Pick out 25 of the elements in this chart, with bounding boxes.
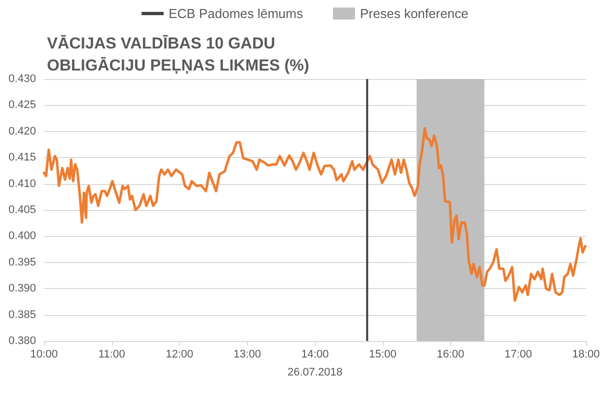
x-tick-label: 13:00 [233, 348, 262, 360]
chart-title: VĀCIJAS VALDĪBAS 10 GADU OBLIGĀCIJU PEĻŅAS LIKMES (%) [47, 34, 310, 74]
y-tick-label: 0.430 [8, 73, 36, 85]
x-tick-label: 16:00 [436, 348, 464, 360]
y-tick-label: 0.395 [8, 256, 36, 268]
x-tick-label: 11:00 [98, 348, 126, 360]
y-tick-label: 0.405 [8, 204, 36, 216]
y-tick-label: 0.415 [8, 152, 36, 164]
y-tick-label: 0.380 [8, 335, 36, 347]
x-tick-label: 12:00 [166, 348, 194, 360]
line-series [42, 127, 587, 302]
y-tick-label: 0.410 [8, 178, 36, 190]
y-tick-label: 0.425 [8, 99, 36, 112]
legend-label: ECB Padomes lēmums [168, 6, 304, 21]
x-tick-label: 10:00 [30, 348, 58, 360]
x-tick-label: 17:00 [504, 348, 532, 360]
legend-label: Preses konference [360, 6, 468, 21]
x-tick-label: 18:00 [572, 348, 600, 360]
y-tick-label: 0.420 [8, 125, 36, 138]
y-tick-label: 0.385 [8, 308, 36, 321]
x-tick-label: 15:00 [368, 348, 397, 360]
x-tick-label: 14:00 [301, 348, 329, 360]
x-axis-title: 26.07.2018 [287, 366, 343, 378]
y-tick-label: 0.390 [8, 282, 36, 295]
y-tick-label: 0.400 [8, 230, 36, 242]
